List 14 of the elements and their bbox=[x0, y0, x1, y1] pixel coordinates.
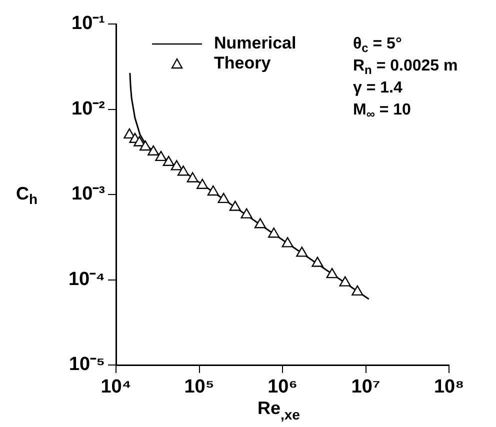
annotation: M∞ = 10 bbox=[353, 101, 412, 122]
x-tick-label: 10⁷ bbox=[351, 376, 380, 398]
y-tick-label: 10⁻⁴ bbox=[68, 268, 105, 290]
legend-label: Theory bbox=[214, 54, 272, 73]
x-tick-label: 10⁸ bbox=[434, 376, 464, 398]
x-tick-label: 10⁶ bbox=[268, 376, 298, 398]
y-tick-label: 10⁻¹ bbox=[72, 13, 105, 34]
annotation: γ = 1.4 bbox=[353, 79, 402, 96]
legend-label: Numerical bbox=[214, 34, 296, 53]
y-tick-label: 10⁻⁵ bbox=[68, 354, 105, 376]
y-tick-label: 10⁻² bbox=[72, 98, 105, 120]
x-tick-label: 10⁴ bbox=[100, 376, 132, 398]
x-tick-label: 10⁵ bbox=[184, 376, 214, 398]
y-tick-label: 10⁻³ bbox=[72, 184, 105, 205]
